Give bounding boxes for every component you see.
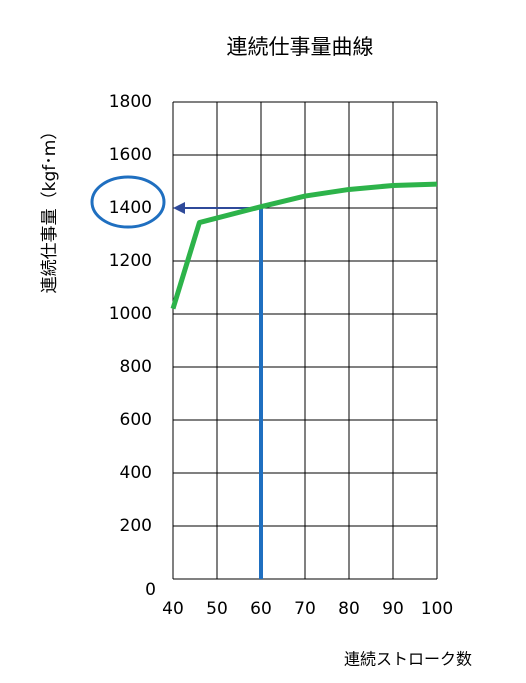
x-axis-label: 連続ストローク数: [344, 650, 472, 669]
y-tick-label: 1800: [109, 92, 152, 112]
highlight-ellipse: [90, 175, 166, 229]
y-tick-label: 0: [145, 580, 156, 600]
arrow-head: [173, 202, 185, 214]
y-tick-label: 400: [120, 463, 152, 483]
x-tick-label: 100: [421, 599, 453, 619]
chart-title: 連続仕事量曲線: [227, 35, 374, 59]
y-tick-label: 1400: [109, 198, 152, 218]
data-line: [170, 181, 438, 310]
x-tick-label: 60: [250, 599, 272, 619]
x-tick-label: 70: [294, 599, 316, 619]
y-tick-label: 800: [120, 357, 152, 377]
x-tick-label: 40: [162, 599, 184, 619]
x-tick-label: 50: [206, 599, 228, 619]
y-tick-label: 200: [120, 516, 152, 536]
y-tick-label: 600: [120, 410, 152, 430]
y-tick-label: 1200: [109, 251, 152, 271]
x-tick-label: 80: [338, 599, 360, 619]
y-tick-label: 1000: [109, 304, 152, 324]
y-tick-label: 1600: [109, 145, 152, 165]
y-axis-label: 連続仕事量（kgf･m）: [40, 123, 60, 294]
x-tick-label: 90: [382, 599, 404, 619]
